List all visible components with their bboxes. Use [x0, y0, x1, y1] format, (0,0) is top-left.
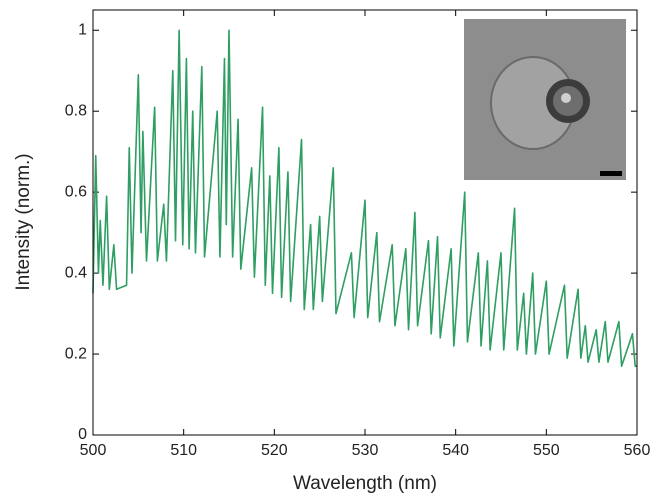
x-tick-label: 510 [170, 442, 197, 459]
x-axis-label: Wavelength (nm) [293, 473, 437, 494]
inset-micrograph [464, 19, 626, 180]
x-tick-label: 560 [624, 442, 651, 459]
y-tick-label: 0 [78, 426, 87, 443]
y-tick-label: 0.6 [65, 183, 87, 200]
y-tick-label: 0.2 [65, 345, 87, 362]
x-tick-label: 530 [352, 442, 379, 459]
y-axis-label: Intensity (norm.) [13, 153, 34, 290]
y-tick-label: 1 [78, 21, 87, 38]
spectrum-line [92, 29, 637, 367]
plot-frame [92, 9, 638, 436]
x-tick-label: 520 [261, 442, 288, 459]
y-tick-label: 0.4 [65, 264, 87, 281]
x-tick-label: 500 [80, 442, 107, 459]
y-tick-label: 0.8 [65, 102, 87, 119]
x-tick-label: 540 [442, 442, 469, 459]
x-tick-label: 550 [533, 442, 560, 459]
